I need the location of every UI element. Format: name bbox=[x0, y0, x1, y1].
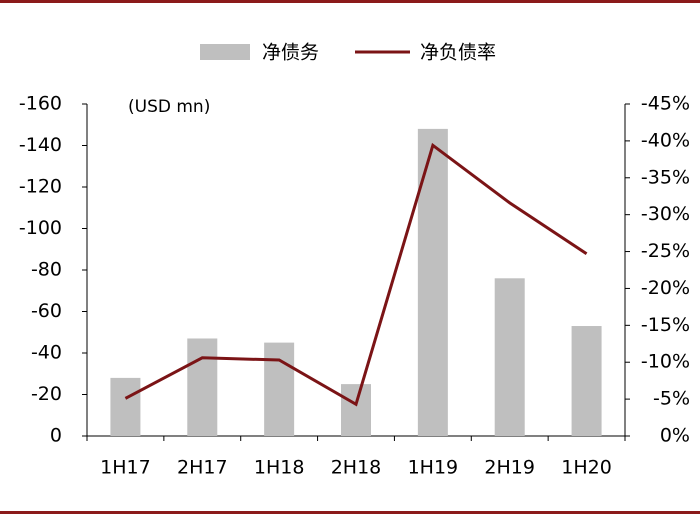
bar bbox=[417, 128, 448, 436]
y2-tick-label: -10% bbox=[641, 351, 690, 373]
y2-tick-label: -15% bbox=[641, 314, 690, 336]
x-tick-label: 1H20 bbox=[561, 457, 612, 479]
y2-tick-label: -30% bbox=[641, 203, 690, 225]
x-tick-label: 2H17 bbox=[177, 457, 228, 479]
y-tick-label: 0 bbox=[50, 425, 62, 447]
y2-tick-label: -45% bbox=[641, 93, 690, 115]
legend-label: 净债务 bbox=[262, 42, 319, 64]
y2-tick-label: -35% bbox=[641, 166, 690, 188]
bar bbox=[341, 384, 371, 436]
legend-label: 净负债率 bbox=[420, 42, 496, 64]
y-tick-label: -20 bbox=[31, 383, 62, 405]
y-tick-label: -140 bbox=[19, 134, 62, 156]
x-tick-label: 1H19 bbox=[408, 457, 459, 479]
bottom-border bbox=[0, 511, 700, 514]
bar bbox=[110, 377, 141, 436]
x-tick-label: 2H19 bbox=[484, 457, 535, 479]
top-border bbox=[0, 0, 700, 3]
y-tick-label: -100 bbox=[19, 217, 62, 239]
y2-tick-label: 0% bbox=[660, 425, 690, 447]
legend-swatch bbox=[200, 44, 250, 60]
y-tick-label: -40 bbox=[31, 342, 62, 364]
x-tick-label: 1H18 bbox=[254, 457, 305, 479]
y2-tick-label: -25% bbox=[641, 240, 690, 262]
x-tick-label: 1H17 bbox=[100, 457, 151, 479]
unit-annotation: (USD mn) bbox=[128, 97, 210, 117]
bar bbox=[264, 342, 295, 436]
y2-tick-label: -20% bbox=[641, 277, 690, 299]
line bbox=[124, 142, 588, 407]
y2-tick-label: -40% bbox=[641, 129, 690, 151]
bar bbox=[494, 278, 525, 436]
y-tick-label: -120 bbox=[19, 176, 62, 198]
y-tick-label: -160 bbox=[19, 93, 62, 115]
bar bbox=[571, 326, 602, 436]
bar bbox=[187, 338, 218, 436]
y-tick-label: -80 bbox=[31, 259, 62, 281]
y-tick-label: -60 bbox=[31, 300, 62, 322]
x-tick-label: 2H18 bbox=[331, 457, 382, 479]
y2-tick-label: -5% bbox=[653, 388, 690, 410]
